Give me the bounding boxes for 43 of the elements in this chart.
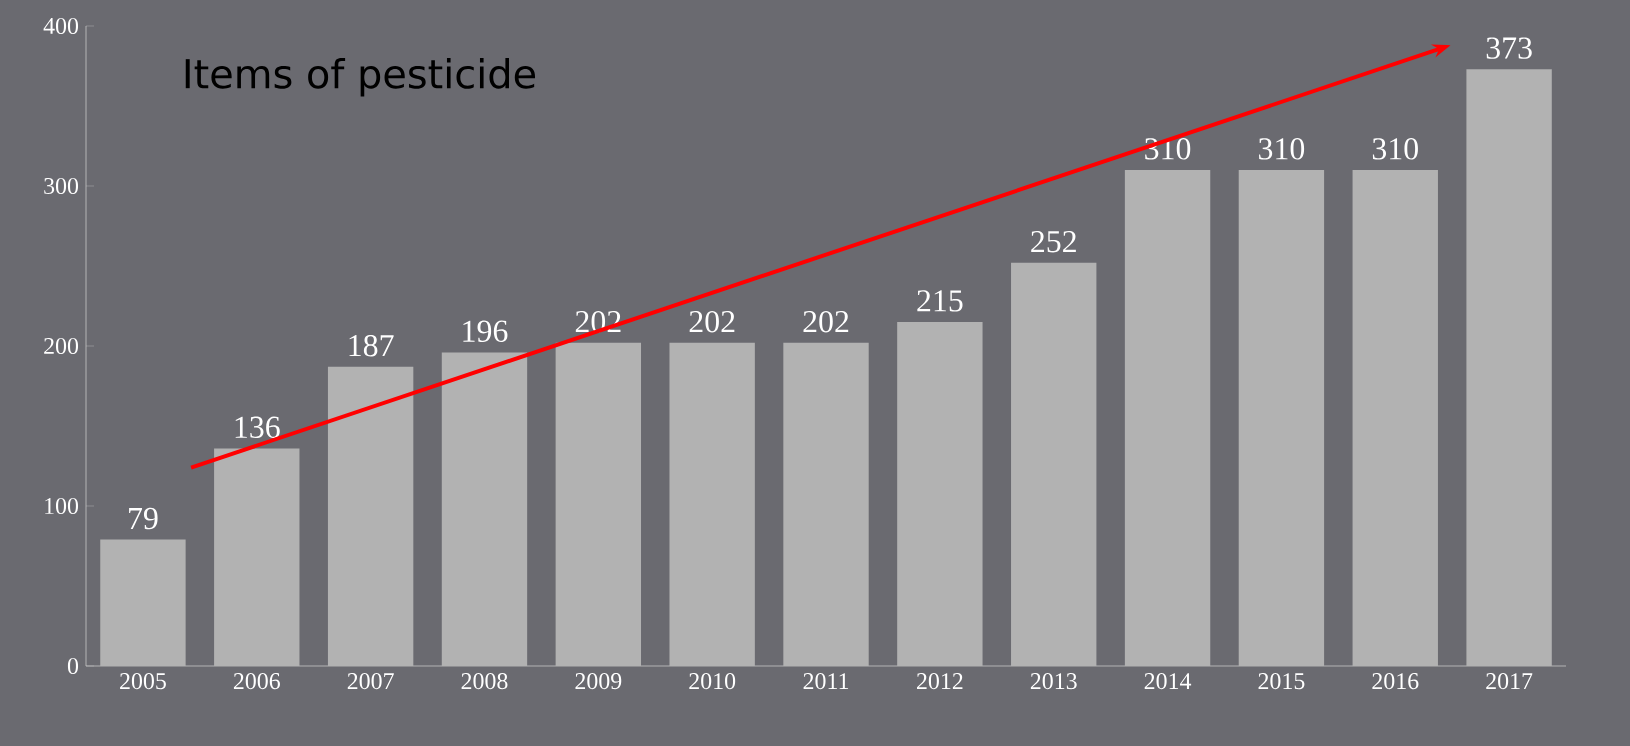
bar [214,448,300,666]
x-tick-label: 2012 [917,673,963,690]
bar [327,366,414,666]
data-label: 202 [689,310,735,333]
data-label: 202 [803,310,849,333]
x-tick-label: 2016 [1372,673,1419,690]
bar [555,342,642,666]
data-label: 373 [1486,37,1532,59]
bar [1352,169,1438,666]
data-label: 79 [129,507,158,530]
data-label: 187 [349,334,394,357]
data-label: 252 [1031,230,1076,253]
x-tick-label: 2010 [689,673,736,690]
y-tick-label: 300 [44,177,79,195]
data-label: 310 [1372,138,1418,160]
data-label: 215 [917,290,963,312]
y-tick-label: 100 [45,497,79,515]
bar [1466,69,1552,666]
x-tick-label: 2015 [1258,673,1305,690]
x-tick-label: 2014 [1144,673,1192,690]
y-tick-label: 200 [44,337,79,355]
bar [897,322,983,666]
bar [100,539,186,666]
bar [783,342,869,666]
x-tick-label: 2017 [1486,673,1533,690]
y-tick-label: 400 [43,17,79,35]
x-tick-label: 2009 [575,673,622,690]
text: Items of pesticide [185,57,536,97]
bar [441,352,528,666]
data-label: 310 [1259,138,1305,160]
x-tick-label: 2005 [120,673,166,690]
data-label: 196 [463,320,508,342]
x-tick-label: 2006 [233,673,280,690]
x-tick-label: 2011 [803,673,849,690]
bar [1124,169,1211,666]
bar [669,342,755,666]
x-tick-label: 2013 [1030,673,1077,690]
bar [1011,262,1097,666]
y-tick-label: 0 [67,657,79,675]
x-tick-label: 2007 [347,673,394,690]
bar [1238,169,1325,666]
data-label: 136 [235,416,280,438]
x-tick-label: 2008 [461,673,508,690]
